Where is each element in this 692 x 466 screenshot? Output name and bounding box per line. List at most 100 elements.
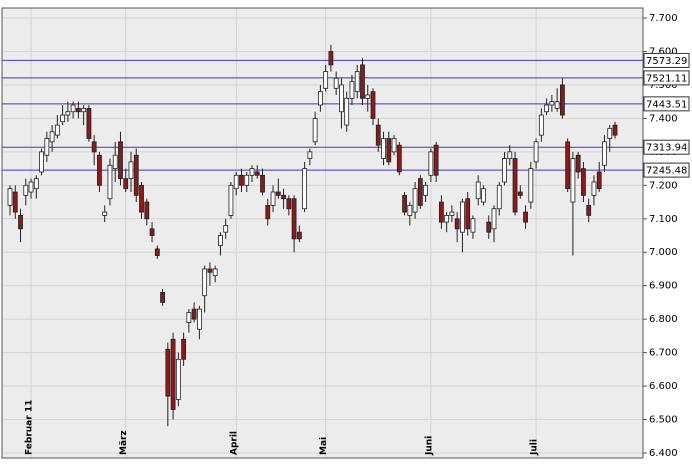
candle-body [218, 235, 223, 246]
candle-body [81, 107, 87, 113]
candle-body [207, 268, 213, 273]
x-tick-label: Februar 11 [25, 400, 35, 455]
level-label-box [643, 139, 690, 155]
candle-body [612, 124, 618, 136]
candle-body [417, 178, 423, 206]
candle-body [233, 174, 239, 190]
level-label-box [643, 52, 690, 68]
candle-body [102, 211, 108, 216]
candle-body [228, 184, 234, 216]
candle-body [396, 144, 402, 173]
candle-body [75, 107, 81, 113]
candle-body [528, 168, 534, 203]
candle-body [602, 141, 607, 166]
candle-body [512, 158, 518, 213]
candle-body [491, 208, 497, 230]
candle-body [281, 194, 286, 200]
candle-body [54, 124, 60, 136]
candle-body [381, 138, 386, 159]
level-label-box [643, 162, 690, 178]
plot-area [2, 8, 643, 458]
candle-body [196, 308, 202, 330]
y-tick-label: 7.700 [649, 13, 678, 24]
candle-body [317, 91, 323, 106]
candle-body [239, 174, 244, 186]
level-label: 7245.48 [646, 166, 687, 177]
y-tick-label: 6.800 [649, 314, 678, 325]
candle-body [249, 168, 255, 176]
candle-body [154, 248, 160, 256]
level-label: 7443.51 [646, 99, 687, 110]
x-tick-label: März [119, 430, 129, 455]
candle-body [386, 138, 392, 163]
candle-body [559, 84, 565, 116]
level-label-box [643, 96, 690, 112]
candle-body [402, 194, 407, 213]
candle-body [44, 138, 50, 156]
candle-body [438, 201, 444, 223]
candle-body [591, 181, 597, 196]
candle-body [423, 184, 429, 196]
level-label-box [643, 70, 690, 86]
candle-body [133, 154, 139, 196]
y-tick-label: 6.900 [649, 281, 678, 292]
candle-body [607, 128, 613, 139]
candle-body [344, 97, 350, 126]
candle-body [149, 228, 155, 236]
candle-body [370, 91, 376, 119]
candle-body [112, 154, 118, 169]
candle-body [302, 168, 308, 210]
candle-body [502, 158, 507, 183]
candle-body [312, 118, 318, 143]
candle-body [407, 204, 413, 216]
x-tick-label: April [230, 431, 240, 455]
candle-body [186, 312, 192, 323]
level-label: 7573.29 [646, 56, 687, 67]
candle-body [260, 174, 265, 193]
candle-body [49, 131, 55, 143]
candle-body [523, 211, 528, 223]
candle-body [339, 84, 344, 113]
candle-body [565, 141, 571, 190]
candle-body [349, 81, 355, 99]
candle-body [444, 215, 450, 223]
x-tick-label: Mai [319, 437, 329, 455]
y-tick-label: 7.500 [649, 80, 678, 91]
candle-body [86, 107, 92, 139]
candle-body [465, 198, 471, 230]
y-tick-label: 6.400 [649, 448, 678, 459]
candle-body [460, 201, 465, 233]
candle-body [175, 358, 181, 400]
candle-body [33, 178, 39, 190]
candle-body [165, 348, 171, 397]
candle-body [496, 184, 502, 210]
candle-body [144, 201, 150, 220]
candle-body [328, 51, 334, 66]
y-tick-label: 7.600 [649, 46, 678, 57]
y-tick-label: 7.100 [649, 214, 678, 225]
candle-body [97, 154, 102, 186]
candle-body [107, 164, 113, 200]
candle-body [65, 111, 71, 116]
candle-body [18, 215, 23, 230]
candle-body [60, 114, 66, 123]
candle-body [533, 141, 539, 163]
candle-body [375, 124, 381, 146]
candle-body [486, 221, 492, 233]
candle-body [275, 191, 281, 196]
candle-body [118, 141, 123, 180]
x-tick-label: Juli [530, 439, 540, 456]
candle-body [517, 191, 523, 196]
candle-body [581, 168, 586, 196]
candle-body [223, 225, 229, 233]
candle-body [570, 158, 576, 203]
candle-body [270, 191, 276, 206]
candle-body [481, 188, 486, 203]
candle-body [538, 114, 544, 136]
candle-body [428, 151, 434, 176]
y-tick-label: 7.000 [649, 247, 678, 258]
x-tick-label: Juni [424, 436, 434, 456]
candle-body [181, 338, 187, 360]
candle-body [391, 138, 397, 153]
